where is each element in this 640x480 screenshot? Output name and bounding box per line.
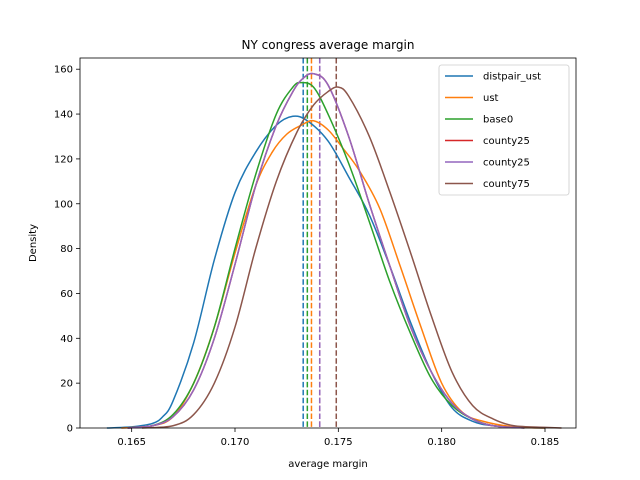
y-axis: 0 20 40 60 80 100 120 140 160 [54,65,80,435]
density-curves [106,72,562,429]
legend-label: distpair_ust [483,72,541,83]
y-tick-label: 140 [54,110,73,121]
density-curve-distpair_ust [106,115,546,429]
legend-label: county25 [483,158,530,169]
x-tick-label: 0.170 [221,437,250,448]
legend-box [438,64,570,196]
x-axis-label: average margin [288,459,367,470]
mean-lines [302,58,338,428]
y-tick-label: 0 [67,424,73,435]
x-tick-label: 0.185 [531,437,560,448]
x-tick-label: 0.165 [117,437,146,448]
y-tick-label: 80 [60,244,73,255]
legend-label: base0 [483,115,513,126]
chart-title: NY congress average margin [242,38,415,52]
x-axis: 0.165 0.170 0.175 0.180 0.185 [117,428,559,448]
legend-label: county75 [483,179,530,190]
y-tick-label: 40 [60,334,73,345]
y-axis-label: Density [28,224,39,262]
density-curve-county75 [141,86,562,429]
density-curve-county25 [127,72,525,429]
x-tick-label: 0.175 [324,437,353,448]
y-tick-label: 60 [60,289,73,300]
x-tick-label: 0.180 [427,437,456,448]
y-tick-label: 20 [60,379,73,390]
density-curve-base0 [127,81,525,429]
y-tick-label: 100 [54,199,73,210]
y-tick-label: 160 [54,65,73,76]
legend-label: county25 [483,136,530,147]
y-tick-label: 120 [54,154,73,165]
legend-label: ust [483,93,499,104]
plot-frame [79,57,577,429]
